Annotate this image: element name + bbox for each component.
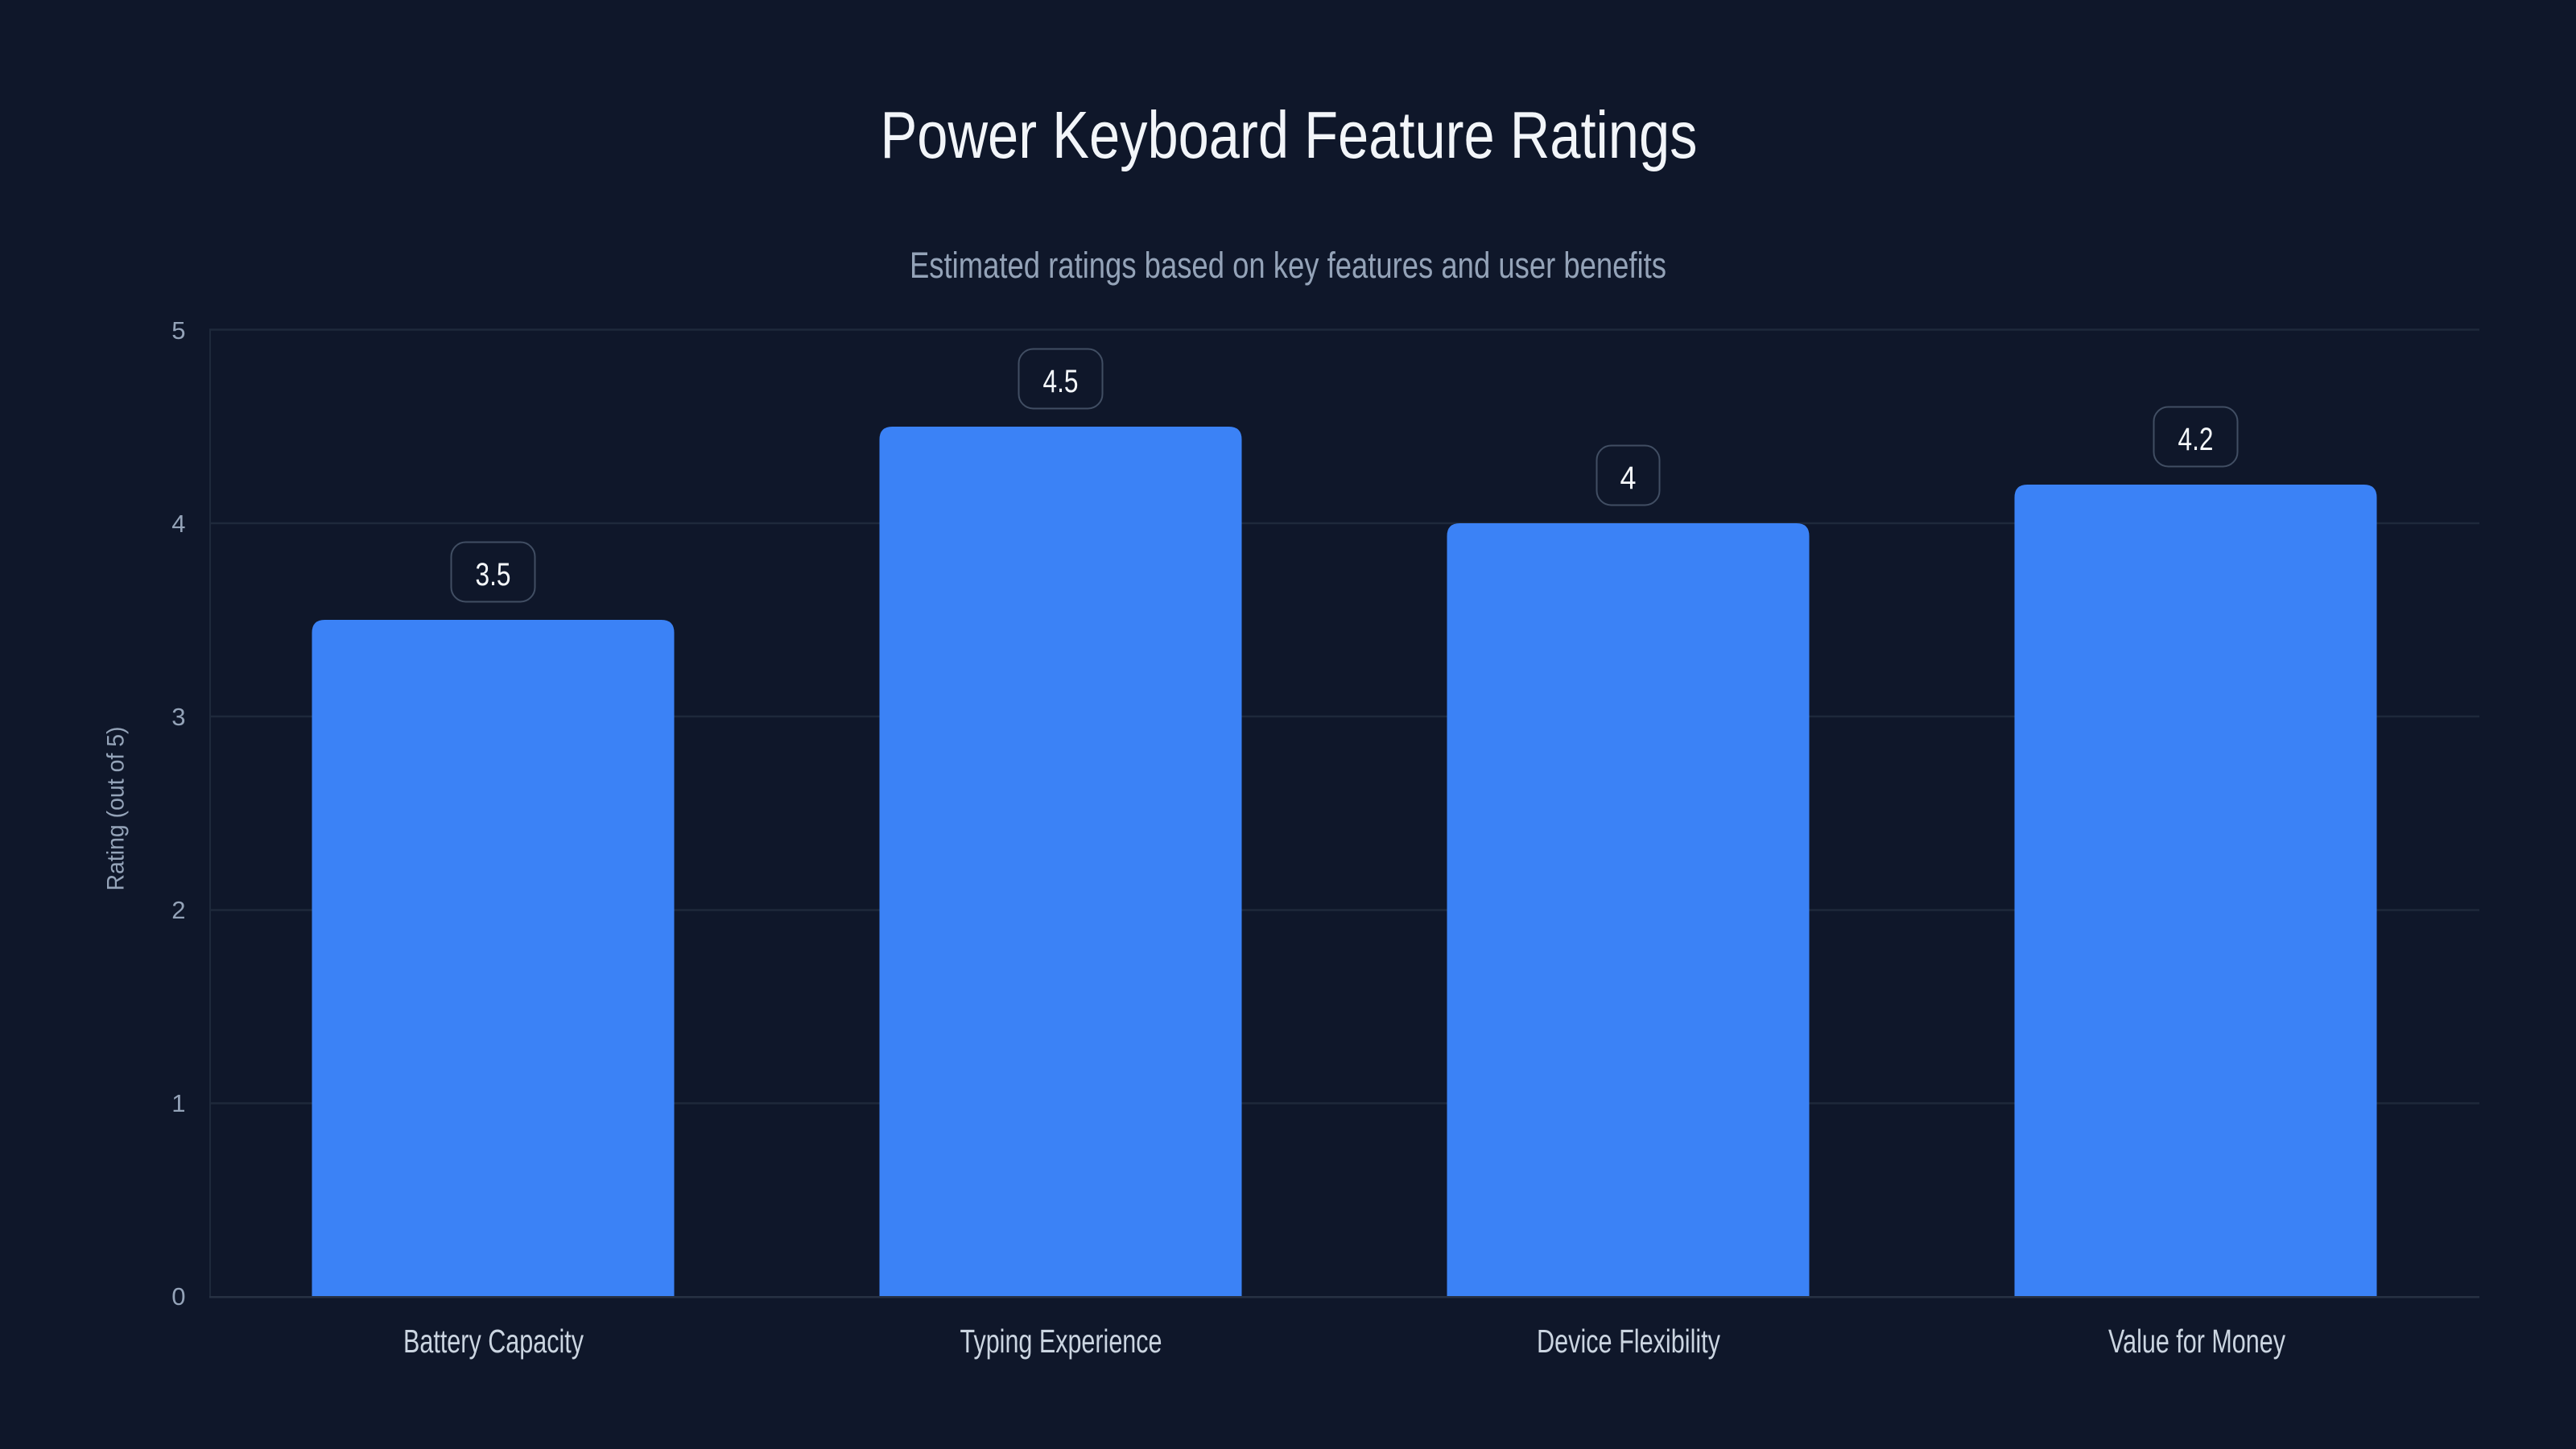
svg-text:Power Keyboard Feature Ratings: Power Keyboard Feature Ratings xyxy=(881,97,1698,172)
svg-text:Rating (out of 5): Rating (out of 5) xyxy=(103,727,130,891)
svg-text:4: 4 xyxy=(171,510,185,538)
svg-text:3.5: 3.5 xyxy=(476,557,511,592)
svg-text:3: 3 xyxy=(171,703,185,731)
svg-text:Battery Capacity: Battery Capacity xyxy=(403,1323,584,1360)
svg-text:Device Flexibility: Device Flexibility xyxy=(1537,1323,1720,1360)
svg-text:4.5: 4.5 xyxy=(1043,364,1079,399)
svg-text:4.2: 4.2 xyxy=(2178,422,2214,457)
svg-text:Estimated ratings based on key: Estimated ratings based on key features … xyxy=(910,245,1666,286)
svg-text:Typing Experience: Typing Experience xyxy=(960,1323,1162,1360)
svg-text:4: 4 xyxy=(1620,460,1637,496)
svg-text:1: 1 xyxy=(171,1089,185,1117)
svg-text:5: 5 xyxy=(171,316,185,345)
svg-text:0: 0 xyxy=(171,1282,185,1311)
svg-text:Value for Money: Value for Money xyxy=(2108,1323,2285,1360)
svg-text:2: 2 xyxy=(171,896,185,924)
